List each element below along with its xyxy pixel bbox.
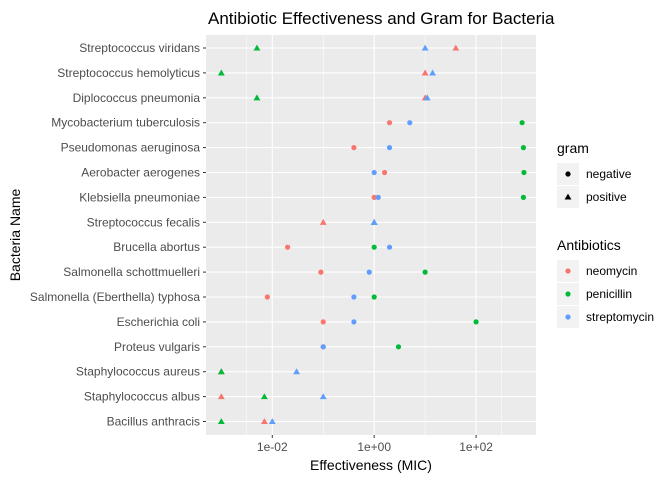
legend-label-penicillin: penicillin bbox=[586, 287, 632, 301]
legend-key-neomycin bbox=[565, 268, 571, 274]
data-point-neomycin bbox=[285, 244, 291, 250]
legend-key-penicillin bbox=[565, 291, 571, 297]
data-point-penicillin bbox=[260, 393, 268, 400]
data-point-streptomycin bbox=[386, 145, 393, 151]
x-tick-label: 1e-02 bbox=[257, 440, 288, 454]
y-tick-label: Diplococcus pneumonia bbox=[73, 91, 201, 105]
data-point-penicillin bbox=[253, 94, 261, 101]
legend-label-neomycin: neomycin bbox=[586, 264, 637, 278]
data-point-streptomycin bbox=[421, 44, 429, 51]
legend-key-triangle bbox=[564, 193, 572, 200]
data-point-streptomycin bbox=[386, 244, 393, 250]
data-point-neomycin bbox=[217, 393, 225, 400]
data-point-streptomycin bbox=[268, 418, 276, 425]
data-point-neomycin bbox=[319, 218, 327, 225]
data-point-streptomycin bbox=[370, 218, 378, 225]
legend-gram: gram negative positive bbox=[557, 140, 632, 208]
data-point-streptomycin bbox=[320, 344, 326, 350]
y-tick-label: Salmonella (Eberthella) typhosa bbox=[30, 290, 200, 304]
data-point-penicillin bbox=[521, 169, 527, 176]
data-point-neomycin bbox=[371, 194, 377, 200]
y-tick-label: Bacillus anthracis bbox=[107, 415, 200, 429]
y-tick-label: Brucella abortus bbox=[113, 240, 200, 254]
data-point-streptomycin bbox=[351, 319, 357, 325]
data-point-streptomycin bbox=[351, 294, 357, 300]
y-tick-label: Klebsiella pneumoniae bbox=[79, 190, 200, 204]
y-tick-label: Salmonella schottmuelleri bbox=[63, 265, 200, 279]
y-tick-label: Mycobacterium tuberculosis bbox=[51, 116, 200, 130]
data-point-penicillin bbox=[371, 244, 377, 250]
y-tick-label: Proteus vulgaris bbox=[114, 340, 200, 354]
data-point-neomycin bbox=[320, 319, 326, 325]
chart-title: Antibiotic Effectiveness and Gram for Ba… bbox=[208, 9, 555, 28]
data-point-penicillin bbox=[473, 319, 479, 325]
data-point-penicillin bbox=[422, 269, 428, 275]
data-point-streptomycin bbox=[371, 169, 377, 176]
y-tick-label: Escherichia coli bbox=[117, 315, 200, 329]
data-point-neomycin bbox=[452, 44, 460, 51]
y-axis: Streptococcus viridans Streptococcus hemo… bbox=[30, 41, 206, 429]
data-point-penicillin bbox=[371, 294, 377, 300]
data-point-penicillin bbox=[217, 368, 225, 375]
y-tick-label: Staphylococcus albus bbox=[84, 390, 200, 404]
y-axis-title: Bacteria Name bbox=[7, 188, 23, 281]
x-tick-label: 1e+00 bbox=[357, 440, 391, 454]
data-point-penicillin bbox=[253, 44, 261, 51]
x-axis: 1e-02 1e+00 1e+02 bbox=[257, 435, 493, 454]
data-point-neomycin bbox=[421, 69, 429, 76]
data-point-streptomycin bbox=[375, 194, 381, 200]
y-tick-label: Streptococcus hemolyticus bbox=[57, 66, 200, 80]
legend-key-streptomycin bbox=[565, 314, 571, 320]
data-point-neomycin bbox=[386, 120, 393, 126]
data-point-streptomycin bbox=[366, 269, 372, 275]
y-tick-label: Streptococcus fecalis bbox=[87, 215, 200, 229]
data-point-penicillin bbox=[520, 145, 527, 151]
grid-lines bbox=[206, 35, 536, 435]
data-point-penicillin bbox=[217, 69, 225, 76]
data-point-streptomycin bbox=[423, 94, 431, 101]
x-tick-label: 1e+02 bbox=[459, 440, 493, 454]
data-point-neomycin bbox=[264, 294, 270, 300]
data-point-penicillin bbox=[217, 418, 225, 425]
data-point-penicillin bbox=[520, 194, 527, 200]
legend-antibiotics-title: Antibiotics bbox=[557, 237, 621, 253]
y-tick-label: Pseudomonas aeruginosa bbox=[61, 141, 201, 155]
data-point-penicillin bbox=[395, 344, 402, 350]
x-axis-title: Effectiveness (MIC) bbox=[310, 457, 432, 473]
y-tick-label: Streptococcus viridans bbox=[79, 41, 200, 55]
data-point-streptomycin bbox=[407, 120, 413, 126]
data-point-neomycin bbox=[381, 169, 388, 176]
data-point-streptomycin bbox=[319, 393, 327, 400]
data-point-neomycin bbox=[318, 269, 324, 275]
legend-label-streptomycin: streptomycin bbox=[586, 310, 654, 324]
data-points bbox=[217, 44, 527, 425]
data-point-penicillin bbox=[519, 120, 525, 126]
legend-label-negative: negative bbox=[586, 167, 632, 181]
y-tick-label: Staphylococcus aureus bbox=[76, 365, 200, 379]
plot-panel bbox=[206, 35, 536, 435]
legend-key-circle bbox=[565, 171, 571, 177]
data-point-neomycin bbox=[351, 145, 357, 151]
data-point-streptomycin bbox=[293, 368, 300, 375]
y-tick-label: Aerobacter aerogenes bbox=[81, 166, 200, 180]
legend-label-positive: positive bbox=[586, 190, 627, 204]
data-point-streptomycin bbox=[429, 69, 436, 76]
data-point-neomycin bbox=[260, 418, 268, 425]
legend-antibiotics: Antibiotics neomycin penicillin streptomyc… bbox=[557, 237, 654, 328]
legend-gram-title: gram bbox=[557, 140, 589, 156]
